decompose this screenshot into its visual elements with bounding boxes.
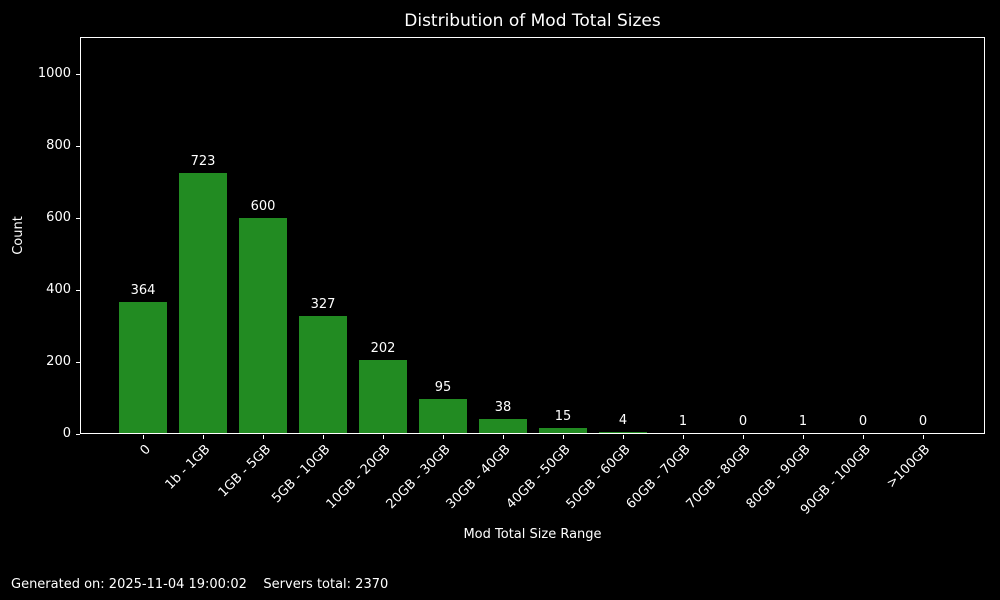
- bar: [179, 173, 227, 433]
- y-axis-tick: [76, 146, 80, 147]
- bar: [599, 432, 647, 433]
- y-axis-tick: [76, 290, 80, 291]
- bar-value-label: 0: [918, 414, 928, 429]
- y-axis-tick: [76, 74, 80, 75]
- bar: [419, 399, 467, 433]
- chart-title: Distribution of Mod Total Sizes: [404, 11, 661, 31]
- x-axis-tick-label-text: >100GB: [884, 442, 934, 492]
- x-axis-tick: [923, 435, 924, 439]
- x-axis-tick: [503, 435, 504, 439]
- bar-value-label: 1: [678, 414, 688, 429]
- bar: [119, 302, 167, 433]
- y-axis-tick-label: 1000: [37, 66, 71, 81]
- x-axis-tick-label-text: 0: [137, 442, 154, 459]
- bar-value-label: 723: [190, 154, 216, 169]
- y-axis-tick: [76, 218, 80, 219]
- bar: [359, 360, 407, 433]
- bar-value-label: 0: [738, 414, 748, 429]
- x-axis-tick: [383, 435, 384, 439]
- y-axis-tick-label: 200: [46, 354, 71, 369]
- y-axis-tick: [76, 434, 80, 435]
- y-axis-tick-label: 400: [46, 282, 71, 297]
- bar: [539, 428, 587, 433]
- bar-value-label: 202: [370, 341, 396, 356]
- bar: [479, 419, 527, 433]
- x-axis-tick: [683, 435, 684, 439]
- x-axis-tick: [263, 435, 264, 439]
- x-axis-tick-label-text: 1b - 1GB: [162, 442, 214, 493]
- bar: [299, 316, 347, 433]
- bar: [239, 218, 287, 433]
- x-axis-tick: [143, 435, 144, 439]
- bar-value-label: 0: [858, 414, 868, 429]
- x-axis-tick: [803, 435, 804, 439]
- bar-value-label: 1: [798, 414, 808, 429]
- x-axis-tick: [323, 435, 324, 439]
- y-axis-tick-label: 0: [62, 426, 71, 441]
- plot-area: 364 723 600 327 202 95 38 15 4 1 0 1 0 0: [80, 37, 985, 434]
- x-axis-label: Mod Total Size Range: [463, 527, 602, 542]
- x-axis-tick-label-text: 1GB - 5GB: [215, 442, 274, 501]
- x-axis-tick: [863, 435, 864, 439]
- x-axis-tick: [743, 435, 744, 439]
- bar-value-label: 95: [434, 380, 452, 395]
- x-axis-tick: [203, 435, 204, 439]
- y-axis-tick-label: 800: [46, 138, 71, 153]
- bar-value-label: 600: [250, 199, 276, 214]
- x-axis-tick: [563, 435, 564, 439]
- y-axis-tick: [76, 362, 80, 363]
- bar-value-label: 4: [618, 413, 628, 428]
- x-axis-tick-label-text: 5GB - 10GB: [269, 442, 334, 507]
- footer-text: Generated on: 2025-11-04 19:00:02 Server…: [11, 577, 389, 592]
- bar-value-label: 15: [554, 409, 572, 424]
- x-axis-tick: [623, 435, 624, 439]
- x-axis-tick: [443, 435, 444, 439]
- bar-value-label: 364: [130, 283, 156, 298]
- y-axis-tick-label: 600: [46, 210, 71, 225]
- bar-value-label: 38: [494, 400, 512, 415]
- bar-value-label: 327: [310, 297, 336, 312]
